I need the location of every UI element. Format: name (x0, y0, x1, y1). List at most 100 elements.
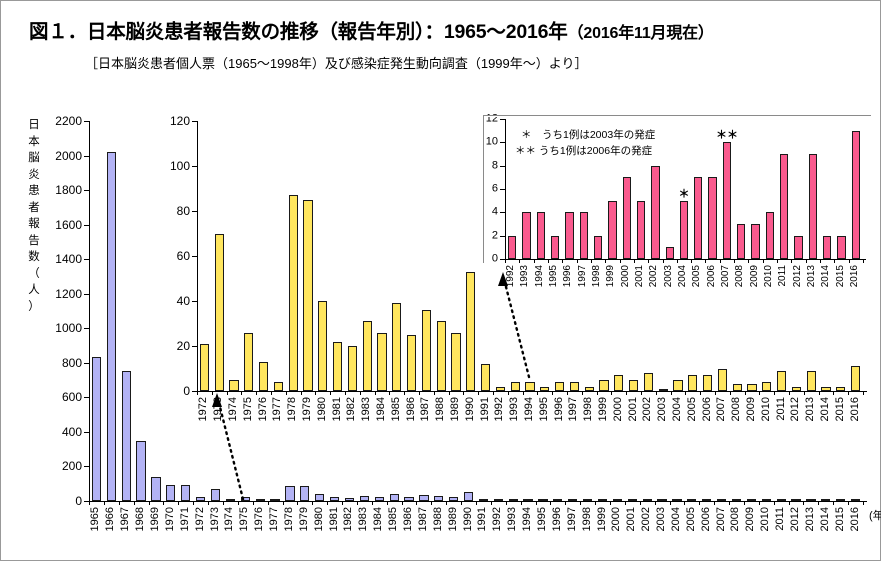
figure-subtitle: ［日本脳炎患者個人票（1965〜1998年）及び感染症発生動向調査（1999年〜… (85, 56, 588, 71)
bar (303, 199, 313, 391)
x-axis-tick-label: 2015 (834, 265, 846, 288)
main-chart-y-axis-title: 日本脳炎患者報告数 （ 人 ） (27, 117, 41, 315)
bar (806, 499, 816, 501)
x-axis-tick (626, 391, 627, 395)
x-axis-tick-label: 1999 (595, 507, 608, 532)
y-axis-tick (192, 346, 197, 347)
bar (836, 386, 846, 391)
x-axis-tick-label: 1969 (148, 507, 161, 532)
x-axis-tick-label: 2005 (691, 265, 703, 288)
x-axis-tick-label: 2011 (774, 397, 787, 421)
y-axis-tick-label: 2 (491, 229, 498, 242)
x-axis-tick-label: 2006 (705, 265, 717, 288)
x-axis-tick (312, 501, 313, 505)
bar (466, 271, 476, 391)
bar (329, 497, 340, 501)
x-axis-tick-label: 2004 (671, 397, 683, 422)
x-axis-tick-label: 1992 (493, 397, 506, 422)
x-axis-tick (238, 501, 239, 505)
bar (597, 499, 608, 501)
x-axis-tick-label: 2008 (729, 507, 742, 532)
x-axis-tick-label: 1991 (476, 507, 489, 532)
x-axis-tick-label: 2012 (789, 397, 802, 422)
x-axis-tick-label: 2000 (610, 507, 623, 532)
x-axis-tick (806, 259, 807, 263)
x-axis-tick (149, 501, 150, 505)
x-axis-tick (863, 259, 864, 263)
x-axis-tick-label: 2014 (820, 265, 832, 288)
x-axis-tick (671, 391, 672, 395)
x-axis-tick-label: 1981 (330, 397, 343, 422)
bar (508, 499, 518, 501)
footnote-star-mark: ＊＊ (715, 129, 738, 142)
x-axis-tick-label: 1990 (461, 507, 474, 532)
x-axis-tick (119, 501, 120, 505)
bar (392, 303, 402, 391)
y-axis-title-char: 脳 (28, 152, 40, 164)
y-axis-tick-label: 800 (61, 356, 82, 370)
x-axis-tick-label: 1998 (591, 265, 603, 288)
x-axis-tick (163, 501, 164, 505)
bar (776, 499, 786, 501)
callout-arrow-inset (498, 272, 531, 379)
y-axis-title-char: 数 (28, 251, 40, 263)
y-axis-tick-label: 120 (169, 114, 190, 128)
x-axis-tick (789, 391, 790, 395)
x-axis-tick (763, 259, 764, 263)
bar (722, 142, 732, 259)
x-axis-tick (848, 501, 849, 505)
bar (288, 195, 298, 391)
bar (214, 233, 224, 391)
middle-inset-plot-area: 0 20 40 60 80 100 120 1972 1973 1974 1975 1976 1977 1… (170, 115, 867, 421)
x-axis-tick (748, 259, 749, 263)
x-axis-tick (684, 501, 685, 505)
x-axis-tick (223, 501, 224, 505)
x-axis-tick-label: 2010 (762, 265, 774, 288)
x-axis-tick-label: 1965 (89, 507, 102, 532)
x-axis-tick (193, 501, 194, 505)
bar (181, 484, 191, 501)
y-axis-tick-label: 20 (176, 339, 190, 353)
x-axis-tick-label: 1982 (342, 507, 355, 532)
x-axis-tick (834, 259, 835, 263)
x-axis-tick-label: 1972 (193, 507, 206, 532)
x-axis-tick (634, 259, 635, 263)
x-axis-tick (360, 391, 361, 395)
x-axis-tick-label: 2006 (699, 507, 712, 532)
bar (270, 499, 280, 501)
x-axis-tick (759, 501, 760, 505)
bar (823, 235, 832, 259)
x-axis-tick-label: 2015 (833, 397, 846, 422)
x-axis-tick (597, 391, 598, 395)
x-axis-tick (402, 501, 403, 505)
x-axis-tick (745, 391, 746, 395)
bar (121, 371, 131, 501)
x-axis-tick-label: 2013 (805, 265, 817, 288)
x-axis-tick (685, 391, 686, 395)
bar (850, 499, 861, 501)
x-axis-tick-label: 1970 (163, 507, 176, 532)
x-axis-tick-label: 2011 (777, 265, 789, 287)
x-axis-tick-label: 1994 (521, 507, 534, 532)
x-axis-tick (548, 259, 549, 263)
bar (643, 373, 653, 391)
x-axis-tick (271, 391, 272, 395)
x-axis-tick (720, 259, 721, 263)
y-axis-tick-label: 6 (491, 182, 498, 195)
x-axis-tick-label: 1998 (580, 507, 593, 532)
bar (777, 370, 787, 391)
bar (836, 499, 846, 501)
y-axis-title-char: 人 (28, 284, 40, 296)
x-axis-tick-label: 2016 (848, 397, 861, 422)
x-axis-tick-label: 1999 (605, 265, 617, 288)
x-axis-tick (434, 391, 435, 395)
x-axis-tick-label: 2000 (619, 265, 631, 288)
x-axis-tick-label: 1967 (119, 507, 132, 532)
bar (493, 499, 503, 501)
x-axis-tick-label: 2016 (848, 507, 861, 532)
y-axis-tick-label: 0 (491, 252, 498, 265)
bar (508, 235, 517, 259)
bar (747, 384, 757, 391)
y-axis-tick (84, 156, 89, 157)
